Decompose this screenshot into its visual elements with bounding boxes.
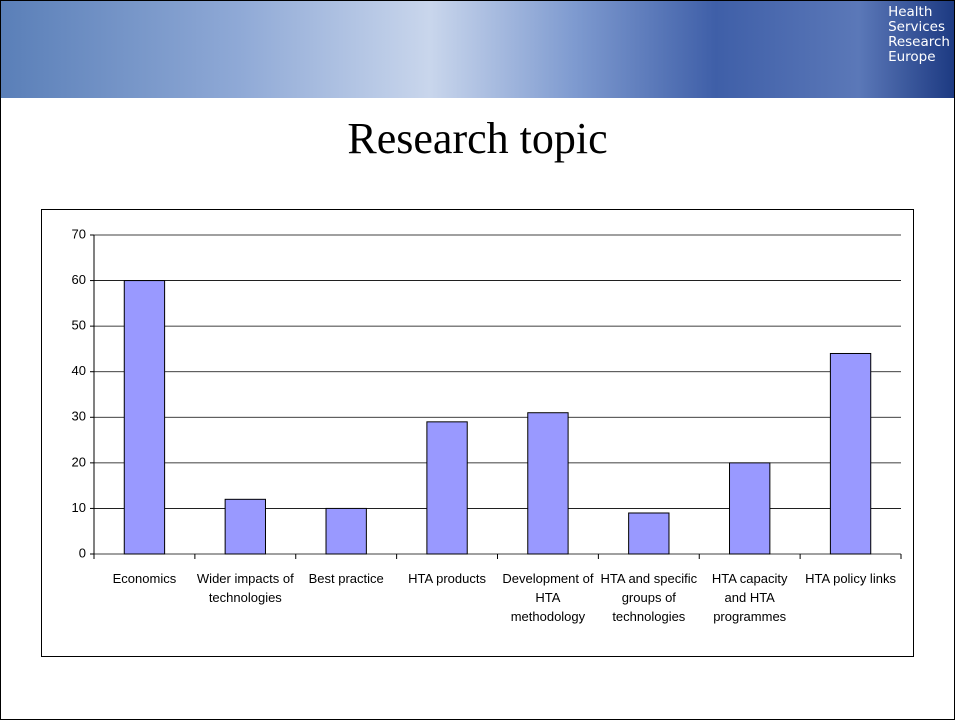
logo: Health Services Research Europe [888, 5, 950, 65]
logo-line: Services [888, 19, 945, 35]
x-tick-label: Wider impacts of technologies [196, 571, 294, 605]
y-tick-label: 40 [72, 363, 86, 378]
x-tick-label: HTA capacity and HTA programmes [711, 571, 788, 624]
y-tick-label: 60 [72, 272, 86, 287]
x-tick-label: HTA and specific groups of technologies [600, 571, 698, 624]
x-tick-label: Best practice [308, 571, 384, 586]
bar [628, 512, 670, 555]
y-tick-label: 70 [72, 226, 86, 241]
chart-frame [41, 209, 914, 657]
x-tick-label: HTA products [408, 571, 486, 586]
y-tick-label: 50 [72, 318, 86, 333]
bar [224, 498, 266, 555]
bar [123, 280, 166, 555]
bar [729, 462, 771, 555]
logo-line: Health [888, 4, 933, 20]
bar [325, 507, 367, 555]
x-tick-label: Development of HTA methodology [502, 571, 594, 624]
y-tick-label: 20 [72, 454, 86, 469]
y-tick-label: 30 [72, 409, 86, 424]
x-tick-label: Economics [112, 571, 177, 586]
logo-line: Europe [888, 49, 936, 65]
y-tick-label: 10 [72, 500, 86, 515]
bar [829, 352, 872, 555]
y-tick-label: 0 [79, 545, 86, 560]
logo-line: Research [888, 34, 950, 50]
bar [426, 421, 468, 555]
bar [527, 412, 569, 555]
slide-title: Research topic [347, 114, 608, 163]
x-tick-label: HTA policy links [805, 571, 896, 586]
banner: Health Services Research Europe [1, 1, 954, 98]
